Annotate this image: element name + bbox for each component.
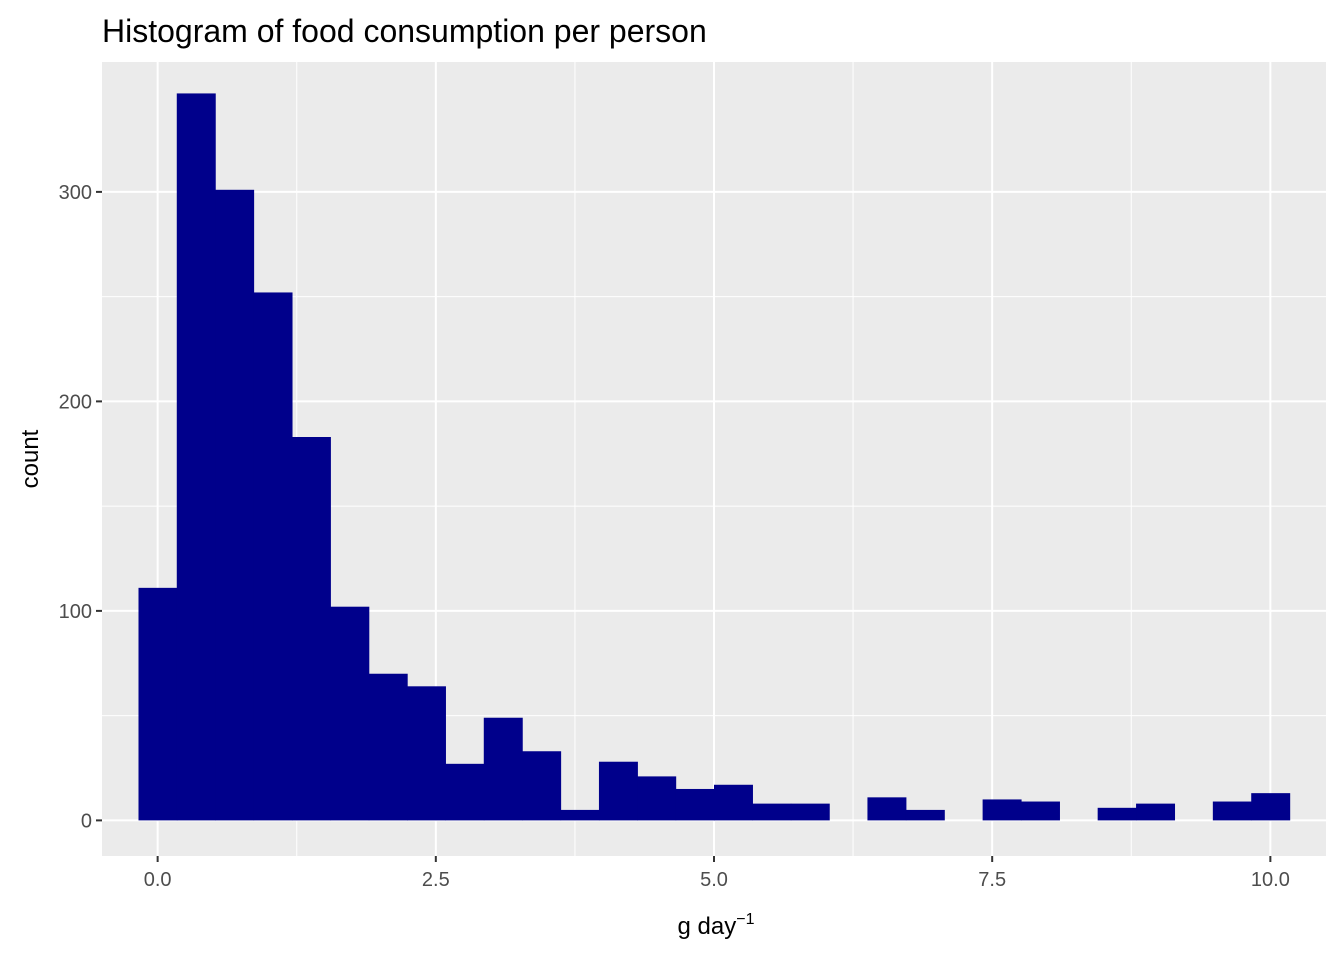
histogram-bar <box>790 803 830 821</box>
y-axis-title: count <box>17 429 44 488</box>
x-axis-title-text: g day <box>678 913 737 940</box>
histogram-bar <box>330 606 370 821</box>
histogram-bar <box>560 809 600 821</box>
histogram-bar <box>253 292 293 821</box>
histogram-bar <box>598 761 638 821</box>
x-tick-label: 2.5 <box>422 869 450 891</box>
y-tick-label: 0 <box>81 810 92 832</box>
chart-title: Histogram of food consumption per person <box>102 13 707 49</box>
histogram-bar <box>1212 801 1252 821</box>
x-tick-label: 0.0 <box>144 869 172 891</box>
histogram-bars <box>138 93 1291 821</box>
x-axis: 0.0 2.5 5.0 7.5 10.0 <box>144 856 1290 891</box>
histogram-bar <box>752 803 792 821</box>
histogram-bar <box>867 797 907 821</box>
histogram-bar <box>1097 807 1137 821</box>
x-tick-label: 10.0 <box>1251 869 1290 891</box>
x-tick-label: 7.5 <box>978 869 1006 891</box>
histogram-bar <box>522 751 562 821</box>
histogram-bar <box>215 189 255 821</box>
histogram-bar <box>483 717 523 821</box>
y-tick-label: 100 <box>59 601 92 623</box>
histogram-bar <box>637 776 677 821</box>
x-tick-label: 5.0 <box>700 869 728 891</box>
x-axis-title: g day−1 <box>678 911 755 940</box>
histogram-bar <box>1136 803 1176 821</box>
histogram-bar <box>1251 793 1291 821</box>
histogram-bar <box>982 799 1022 821</box>
x-axis-title-superscript: −1 <box>736 911 754 928</box>
histogram-bar <box>905 809 945 821</box>
histogram-bar <box>1021 801 1060 821</box>
histogram-bar <box>291 437 331 821</box>
histogram-bar <box>714 784 753 821</box>
histogram-bar <box>368 673 408 821</box>
y-tick-label: 200 <box>59 391 92 413</box>
histogram-bar <box>138 587 178 821</box>
histogram-bar <box>445 763 485 821</box>
histogram-bar <box>406 686 446 821</box>
histogram-bar <box>675 788 715 821</box>
histogram-bar <box>176 93 216 821</box>
y-tick-label: 300 <box>59 182 92 204</box>
y-axis: 0 100 200 300 <box>59 182 102 832</box>
major-gridlines <box>102 62 1326 856</box>
